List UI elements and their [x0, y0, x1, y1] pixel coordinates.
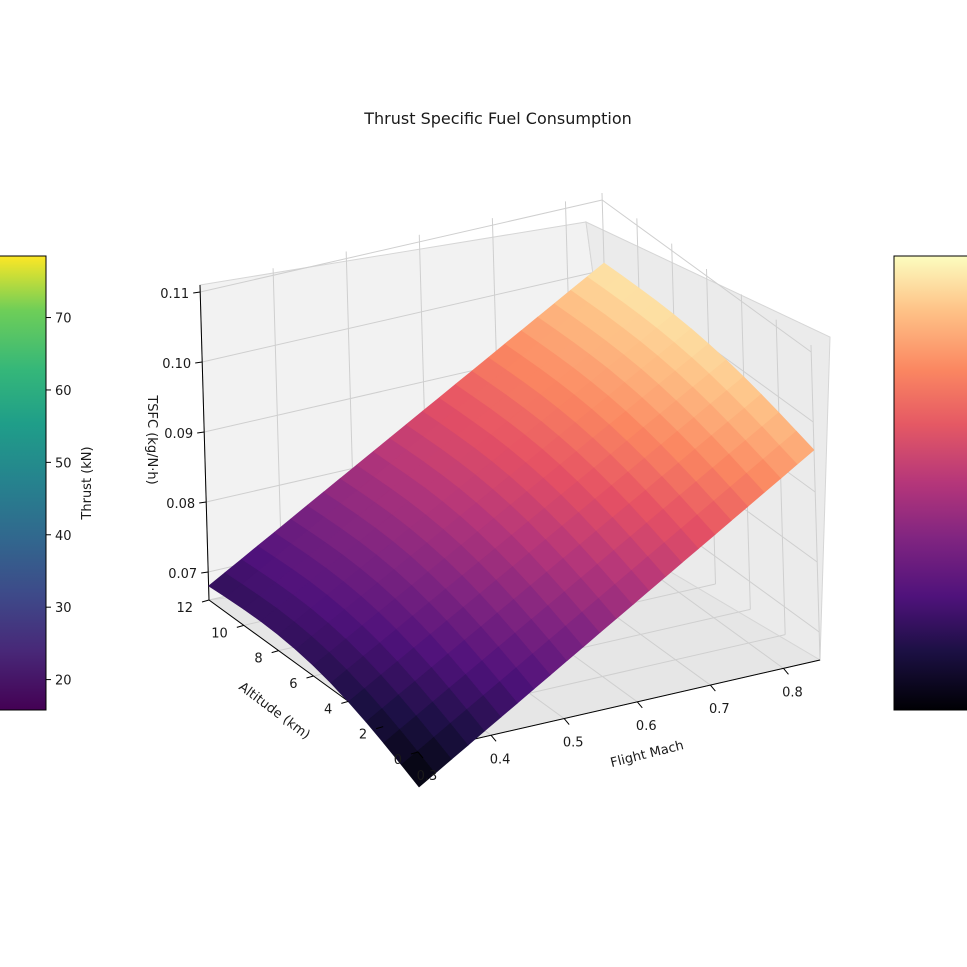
y-axis-ticks: 0 2 4 6 8 10 12	[176, 599, 419, 768]
z-tick-mark	[193, 291, 201, 294]
y-tick-mark	[410, 751, 419, 755]
x-tick-label: 0.8	[782, 685, 803, 700]
gridline-z-back	[200, 199, 603, 293]
x-tick-mark	[563, 718, 570, 725]
thrust-colorbar-label: Thrust (kN)	[80, 446, 95, 520]
y-tick-mark	[271, 650, 279, 654]
x-tick-label: 0.6	[636, 719, 657, 734]
thrust-colorbar-tick-label: 60	[55, 384, 72, 399]
z-tick-label: 0.10	[162, 357, 191, 372]
thrust-colorbar-ticks: 20 30 40 50 60 70	[46, 312, 72, 689]
x-tick-mark	[636, 701, 643, 709]
z-axis-label: TSFC (kg/N·h)	[144, 394, 159, 484]
z-tick-mark	[195, 361, 203, 364]
x-tick-mark	[783, 668, 789, 675]
tsfc-surface	[208, 262, 815, 788]
tsfc-colorbar-gradient	[893, 255, 967, 711]
y-tick-label: 12	[176, 601, 193, 616]
z-tick-label: 0.07	[168, 567, 197, 582]
thrust-colorbar-tick-label: 40	[55, 529, 72, 544]
x-tick-label: 0.4	[490, 752, 511, 767]
thrust-colorbar-gradient	[0, 255, 47, 711]
x-tick-label: 0.7	[709, 702, 730, 717]
y-tick-mark	[236, 624, 244, 628]
z-axis-ticks: 0.07 0.08 0.09 0.10 0.11	[160, 287, 209, 582]
gridline-z-right	[601, 199, 812, 353]
thrust-colorbar-tick-label: 50	[55, 456, 72, 471]
y-tick-mark	[306, 675, 314, 679]
y-tick-label: 10	[211, 626, 228, 641]
thrust-colorbar-tick-label: 70	[55, 312, 72, 327]
z-tick-mark	[199, 501, 207, 504]
y-tick-mark	[341, 700, 349, 704]
x-tick-mark	[709, 684, 716, 692]
z-axis-line	[199, 284, 210, 601]
z-tick-label: 0.09	[164, 427, 193, 442]
x-tick-label: 0.3	[417, 769, 438, 784]
x-tick-mark	[417, 751, 424, 759]
y-tick-label: 8	[254, 652, 262, 667]
tsfc-colorbar	[893, 255, 967, 711]
x-axis-line	[417, 659, 821, 753]
x-tick-mark	[490, 734, 497, 742]
z-tick-mark	[197, 431, 205, 434]
thrust-colorbar: 20 30 40 50 60 70 Thrust (kN)	[0, 255, 95, 711]
z-tick-label: 0.08	[166, 497, 195, 512]
y-tick-label: 6	[289, 677, 297, 692]
z-tick-label: 0.11	[160, 287, 189, 302]
x-tick-label: 0.5	[563, 736, 584, 751]
z-tick-mark	[201, 571, 209, 574]
x-axis-label: Flight Mach	[609, 738, 685, 771]
y-tick-label: 0	[394, 753, 402, 768]
x-axis-ticks: 0.3 0.4 0.5 0.6 0.7 0.8	[417, 668, 803, 784]
y-tick-mark	[201, 599, 210, 603]
surface-patch	[779, 430, 815, 465]
gridline-z-back	[202, 269, 605, 363]
y-tick-label: 2	[359, 728, 367, 743]
thrust-colorbar-tick-label: 30	[55, 601, 72, 616]
y-tick-mark	[376, 726, 384, 730]
y-axis-label: Altitude (km)	[236, 680, 313, 743]
thrust-colorbar-tick-label: 20	[55, 674, 72, 689]
chart-title: Thrust Specific Fuel Consumption	[363, 109, 632, 128]
y-tick-label: 4	[324, 702, 332, 717]
gridline-y-wall	[810, 344, 821, 661]
